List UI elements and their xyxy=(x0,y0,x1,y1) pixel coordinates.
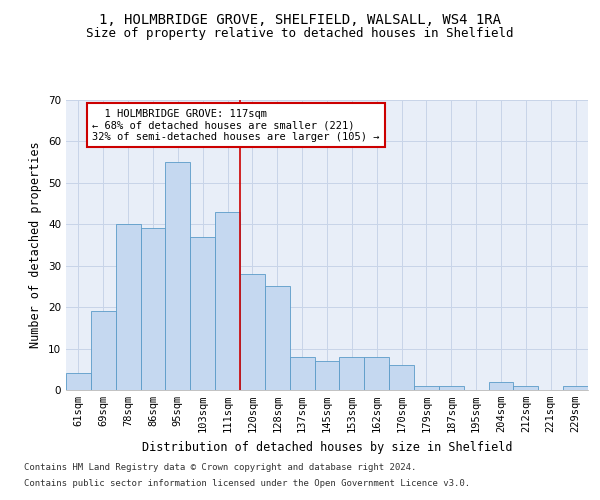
Bar xyxy=(140,228,166,390)
Bar xyxy=(116,224,140,390)
Text: 1 HOLMBRIDGE GROVE: 117sqm
← 68% of detached houses are smaller (221)
32% of sem: 1 HOLMBRIDGE GROVE: 117sqm ← 68% of deta… xyxy=(92,108,380,142)
Bar xyxy=(389,365,414,390)
Bar xyxy=(190,236,215,390)
Y-axis label: Number of detached properties: Number of detached properties xyxy=(29,142,43,348)
Bar xyxy=(66,374,91,390)
Text: Contains public sector information licensed under the Open Government Licence v3: Contains public sector information licen… xyxy=(24,478,470,488)
Bar xyxy=(340,357,364,390)
Bar xyxy=(488,382,514,390)
Bar xyxy=(364,357,389,390)
Bar xyxy=(563,386,588,390)
Bar xyxy=(265,286,290,390)
Bar xyxy=(314,361,340,390)
Bar xyxy=(91,312,116,390)
Text: 1, HOLMBRIDGE GROVE, SHELFIELD, WALSALL, WS4 1RA: 1, HOLMBRIDGE GROVE, SHELFIELD, WALSALL,… xyxy=(99,12,501,26)
X-axis label: Distribution of detached houses by size in Shelfield: Distribution of detached houses by size … xyxy=(142,440,512,454)
Bar xyxy=(166,162,190,390)
Text: Size of property relative to detached houses in Shelfield: Size of property relative to detached ho… xyxy=(86,28,514,40)
Bar xyxy=(240,274,265,390)
Bar xyxy=(290,357,314,390)
Bar xyxy=(514,386,538,390)
Bar xyxy=(215,212,240,390)
Bar xyxy=(439,386,464,390)
Bar xyxy=(414,386,439,390)
Text: Contains HM Land Registry data © Crown copyright and database right 2024.: Contains HM Land Registry data © Crown c… xyxy=(24,464,416,472)
